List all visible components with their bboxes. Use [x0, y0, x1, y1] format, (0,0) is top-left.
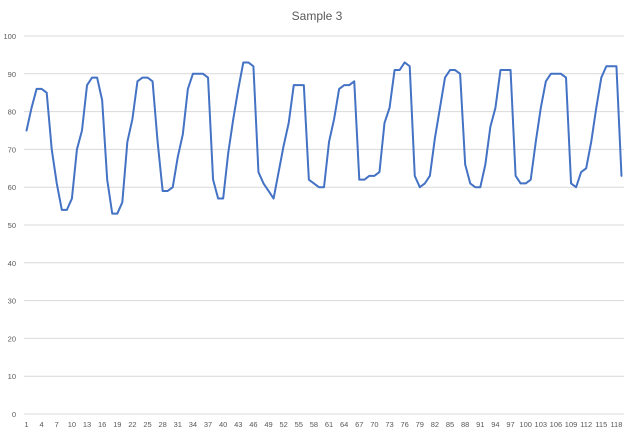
- y-tick-label: 50: [8, 221, 16, 230]
- y-tick-label: 30: [8, 297, 16, 306]
- x-tick-label: 112: [580, 420, 592, 429]
- x-tick-label: 19: [113, 420, 121, 429]
- x-tick-label: 103: [535, 420, 548, 429]
- y-tick-label: 90: [8, 70, 16, 79]
- x-tick-label: 97: [506, 420, 514, 429]
- gridlines: [24, 35, 624, 415]
- x-tick-label: 4: [40, 420, 44, 429]
- x-tick-label: 118: [610, 420, 622, 429]
- x-tick-label: 43: [234, 420, 242, 429]
- x-tick-label: 115: [595, 420, 607, 429]
- x-tick-label: 76: [401, 420, 409, 429]
- x-tick-label: 37: [204, 420, 212, 429]
- x-tick-label: 22: [128, 420, 136, 429]
- y-tick-label: 0: [12, 410, 16, 419]
- x-tick-label: 70: [370, 420, 378, 429]
- y-axis-tick-labels: 0 10 20 30 40 50 60 70 80 90 100: [3, 32, 16, 419]
- x-tick-label: 1: [24, 420, 28, 429]
- x-tick-label: 28: [158, 420, 166, 429]
- y-tick-label: 20: [8, 334, 16, 343]
- x-tick-label: 16: [98, 420, 106, 429]
- y-tick-label: 70: [8, 145, 16, 154]
- y-tick-label: 40: [8, 259, 16, 268]
- y-tick-label: 60: [8, 183, 16, 192]
- x-tick-label: 82: [431, 420, 439, 429]
- chart-title: Sample 3: [292, 9, 343, 23]
- x-axis-tick-labels: 1 4 7 10 13 16 19 22 25 28 31 34 37 40 43 46 49 52 55 58 61 6…: [24, 420, 622, 429]
- x-tick-label: 88: [461, 420, 469, 429]
- series-layer: [25, 61, 623, 215]
- series-line-1: [25, 61, 623, 215]
- y-tick-label: 100: [3, 32, 16, 41]
- x-tick-label: 25: [143, 420, 151, 429]
- x-tick-label: 31: [174, 420, 182, 429]
- x-tick-label: 100: [519, 420, 532, 429]
- x-tick-label: 58: [310, 420, 318, 429]
- x-tick-label: 49: [264, 420, 272, 429]
- x-tick-label: 94: [491, 420, 499, 429]
- x-tick-label: 85: [446, 420, 454, 429]
- x-tick-label: 40: [219, 420, 227, 429]
- x-tick-label: 106: [550, 420, 563, 429]
- x-tick-label: 34: [189, 420, 197, 429]
- x-tick-label: 52: [279, 420, 287, 429]
- x-tick-label: 91: [476, 420, 484, 429]
- x-tick-label: 55: [295, 420, 303, 429]
- y-tick-label: 10: [8, 372, 16, 381]
- x-tick-label: 10: [68, 420, 76, 429]
- x-tick-label: 46: [249, 420, 257, 429]
- x-tick-label: 7: [55, 420, 59, 429]
- x-tick-label: 64: [340, 420, 348, 429]
- x-tick-label: 79: [416, 420, 424, 429]
- x-tick-label: 13: [83, 420, 91, 429]
- x-tick-label: 61: [325, 420, 333, 429]
- x-tick-label: 109: [565, 420, 578, 429]
- x-tick-label: 67: [355, 420, 363, 429]
- x-tick-label: 73: [385, 420, 393, 429]
- y-tick-label: 80: [8, 108, 16, 117]
